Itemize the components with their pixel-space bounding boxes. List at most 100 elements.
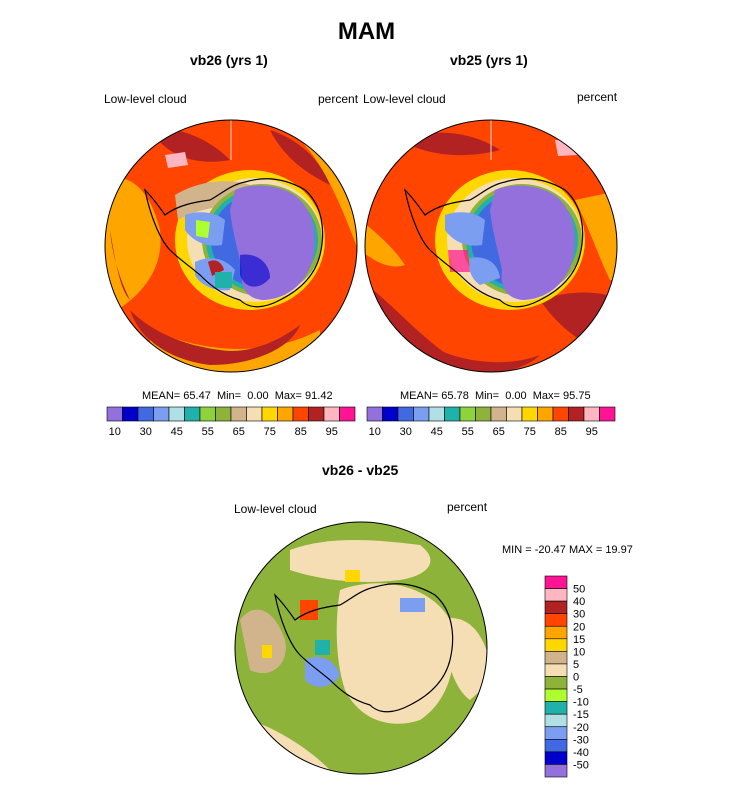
colorbar-tick-label: 55	[462, 426, 474, 438]
colorbar-swatch	[184, 406, 201, 422]
colorbar-tick-label: 30	[573, 609, 585, 621]
colorbar-tick-label: -30	[573, 734, 589, 746]
colorbar-swatch	[544, 688, 568, 702]
coastline-diff	[274, 583, 454, 713]
panel-title-vb25: vb25 (yrs 1)	[450, 52, 528, 68]
colorbar-swatch	[168, 406, 185, 422]
colorbar-swatch	[397, 406, 414, 422]
colorbar-swatch	[323, 406, 340, 422]
mean-label: MEAN=	[142, 390, 181, 402]
colorbar-tick-label: 45	[431, 426, 443, 438]
colorbar-tick-label: 20	[573, 621, 585, 633]
colorbar-swatch	[246, 406, 263, 422]
colorbar-tick-label: 50	[573, 584, 585, 596]
colorbar-tick-label: 45	[171, 426, 183, 438]
colorbar-tick-label: 95	[586, 426, 598, 438]
colorbar-swatch	[153, 406, 170, 422]
colorbar-tick-label: -10	[573, 697, 589, 709]
colorbar-tick-label: 40	[573, 596, 585, 608]
min-label: Min=	[216, 390, 242, 402]
colorbar-swatch	[261, 406, 278, 422]
colorbar-tick-label: 10	[573, 646, 585, 658]
colorbar-swatch	[544, 676, 568, 690]
colorbar-swatch	[552, 406, 569, 422]
colorbar-swatch	[544, 625, 568, 640]
colorbar-swatch	[544, 600, 568, 614]
colorbar-swatch	[137, 406, 154, 422]
map-border-vb26	[104, 119, 358, 373]
diff-minmax: MIN = -20.47 MAX = 19.97	[502, 544, 633, 556]
colorbar-swatch	[215, 406, 232, 422]
colorbar-tick-label: 65	[493, 426, 505, 438]
max-value: 91.42	[305, 390, 333, 402]
panel-left-label-vb25: Low-level cloud	[363, 92, 446, 106]
colorbar-swatch	[521, 406, 538, 422]
map-border-vb25	[364, 119, 618, 373]
coastline-vb26	[144, 178, 324, 308]
colorbar-tick-label: 30	[400, 426, 412, 438]
colorbar-tick-label: 30	[140, 426, 152, 438]
mean-value: 65.47	[183, 390, 211, 402]
max-value: 95.75	[563, 390, 591, 402]
colorbar-vb25: 10 30 45 55 65 75 85 95	[366, 406, 616, 438]
colorbar-swatch	[544, 726, 568, 740]
colorbar-swatch	[339, 406, 356, 422]
colorbar-swatch	[544, 764, 568, 778]
colorbar-swatch	[292, 406, 309, 422]
map-vb25	[365, 120, 617, 372]
coastline-vb25	[404, 178, 584, 308]
colorbar-tick-label: -50	[573, 759, 589, 771]
diff-units: percent	[447, 500, 488, 514]
stats-vb25: MEAN= 65.78 Min= 0.00 Max= 95.75	[400, 390, 591, 402]
colorbar-swatch	[413, 406, 430, 422]
map-border-diff	[234, 521, 488, 775]
colorbar-swatch	[583, 406, 600, 422]
colorbar-swatch	[544, 613, 568, 627]
colorbar-swatch	[544, 739, 568, 753]
colorbar-tick-label: 85	[555, 426, 567, 438]
panel-units-vb25: percent	[577, 90, 618, 104]
panel-left-label-vb26: Low-level cloud	[104, 92, 187, 106]
colorbar-swatch	[544, 701, 568, 715]
colorbar-swatch	[544, 751, 568, 765]
map-diff	[235, 522, 487, 774]
map-vb26	[105, 120, 357, 372]
colorbar-swatch	[106, 406, 123, 422]
colorbar-tick-label: -5	[573, 684, 583, 696]
max-label: Max=	[532, 390, 560, 402]
colorbar-swatch	[308, 406, 325, 422]
mean-label: MEAN=	[400, 390, 439, 402]
colorbar-swatch	[537, 406, 554, 422]
colorbar-tick-label: -40	[573, 747, 589, 759]
colorbar-tick-label: 65	[233, 426, 245, 438]
colorbar-tick-label: 10	[109, 426, 121, 438]
colorbar-swatch	[277, 406, 294, 422]
colorbar-swatch	[544, 663, 568, 677]
colorbar-swatch	[444, 406, 461, 422]
colorbar-swatch	[459, 406, 476, 422]
colorbar-swatch	[544, 588, 568, 602]
panel-units-vb26: percent	[318, 92, 359, 106]
mean-value: 65.78	[441, 390, 469, 402]
diff-title: vb26 - vb25	[322, 462, 399, 478]
colorbar-swatch	[544, 713, 568, 728]
colorbar-swatch	[199, 406, 216, 422]
colorbar-tick-label: 55	[202, 426, 214, 438]
colorbar-tick-label: 95	[326, 426, 338, 438]
colorbar-swatch	[568, 406, 585, 422]
colorbar-swatch	[599, 406, 616, 422]
min-value: 0.00	[505, 390, 527, 402]
colorbar-vb26: 10 30 45 55 65 75 85 95	[106, 406, 356, 438]
colorbar-swatch	[382, 406, 399, 422]
colorbar-swatch	[544, 651, 568, 665]
colorbar-tick-label: 75	[524, 426, 536, 438]
colorbar-tick-label: 15	[573, 634, 585, 646]
colorbar-swatch	[122, 406, 139, 422]
colorbar-swatch	[230, 406, 247, 422]
colorbar-swatch	[366, 406, 383, 422]
colorbar-swatch	[475, 406, 492, 422]
stats-vb26: MEAN= 65.47 Min= 0.00 Max= 91.42	[142, 390, 333, 402]
colorbar-swatch	[544, 575, 568, 589]
